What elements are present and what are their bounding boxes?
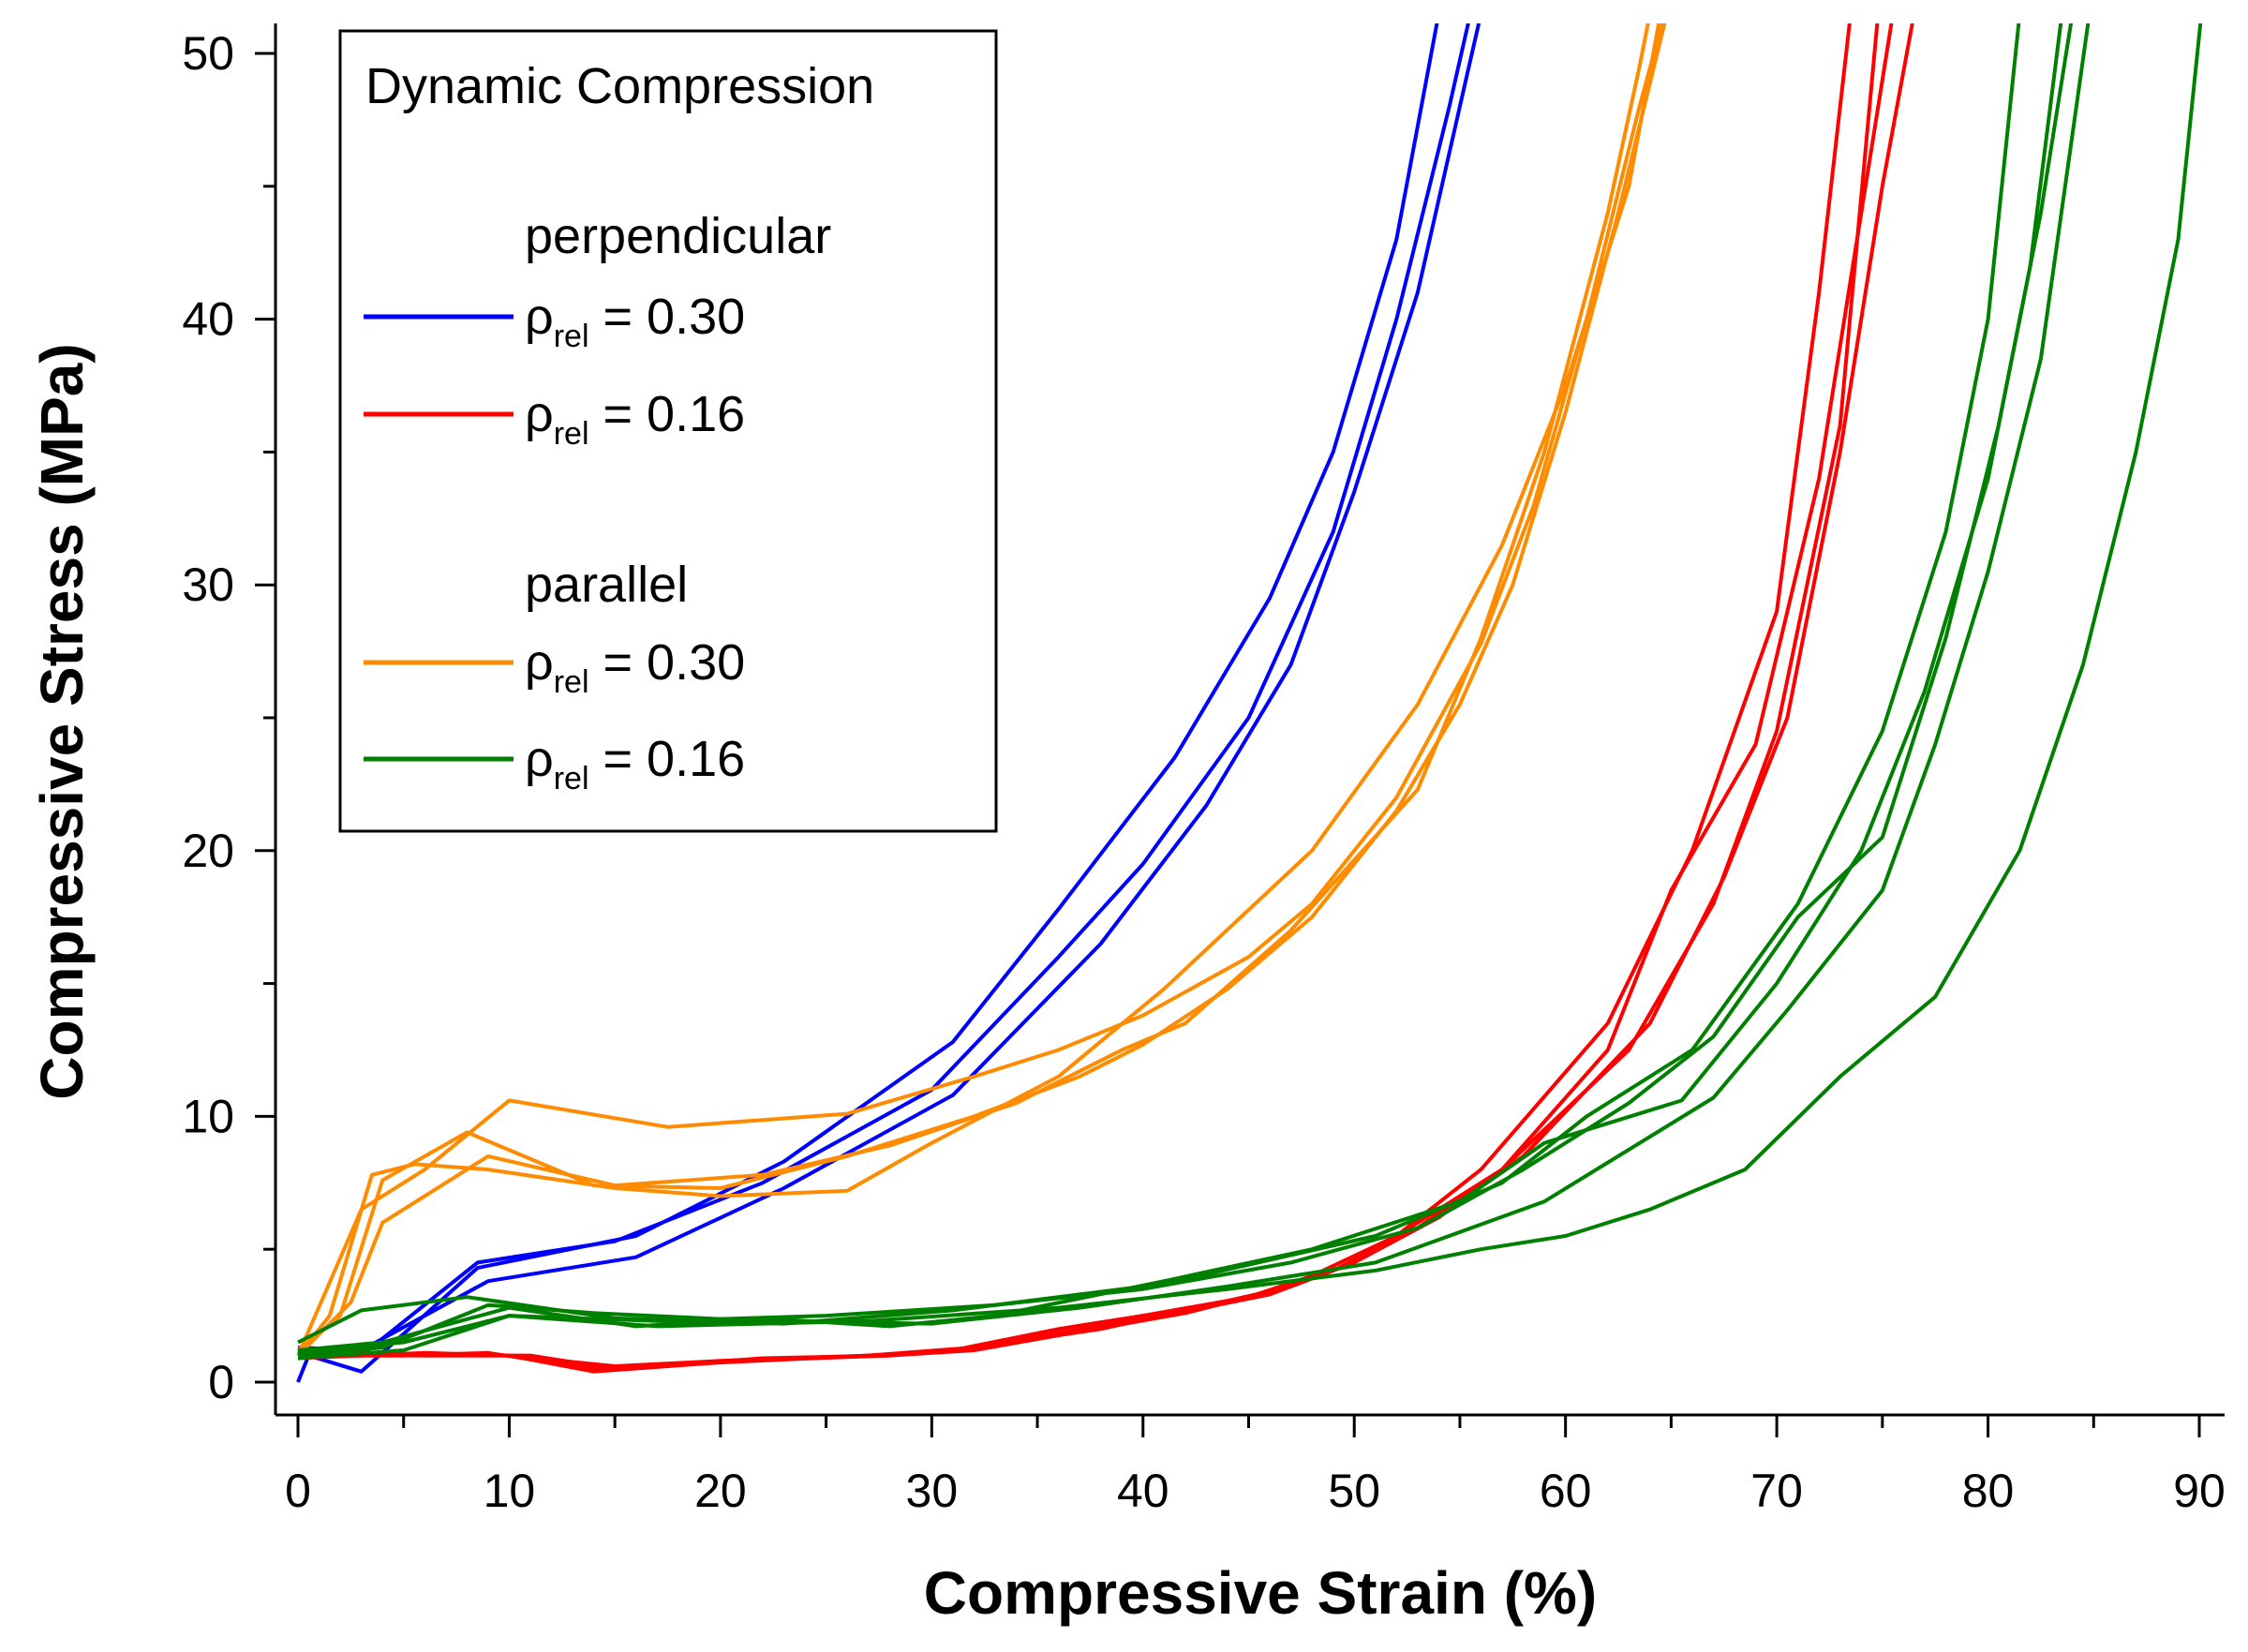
- legend-group-parallel: parallel: [525, 557, 688, 613]
- series-line-parallel-0-30-9: [296, 23, 1667, 1352]
- x-tick-label-10: 10: [484, 1465, 536, 1517]
- legend-label-perpendicular-030: ρrel = 0.30: [525, 289, 745, 354]
- y-tick-label-10: 10: [182, 1090, 234, 1142]
- x-tick-label-40: 40: [1117, 1465, 1169, 1517]
- y-tick-label-40: 40: [182, 293, 234, 346]
- legend-entry-perpendicular-016: ρrel = 0.16: [364, 386, 745, 452]
- legend-label-perpendicular-016: ρrel = 0.16: [525, 386, 745, 452]
- series-layer: [296, 23, 2203, 1383]
- x-tick-label-70: 70: [1750, 1465, 1803, 1517]
- legend-entry-parallel-030: ρrel = 0.30: [364, 634, 745, 700]
- legend: Dynamic Compression perpendicular ρrel =…: [338, 29, 998, 833]
- x-tick-label-20: 20: [694, 1465, 747, 1517]
- y-tick-label-50: 50: [182, 27, 234, 80]
- legend-entry-parallel-016: ρrel = 0.16: [364, 731, 745, 796]
- y-tick-label-0: 0: [208, 1356, 234, 1408]
- x-tick-label-90: 90: [2173, 1465, 2226, 1517]
- x-tick-label-80: 80: [1962, 1465, 2015, 1517]
- series-line-parallel-0-16-15: [297, 23, 2203, 1355]
- legend-group-perpendicular: perpendicular: [525, 208, 831, 264]
- legend-entry-perpendicular-030: ρrel = 0.30: [364, 289, 745, 354]
- y-tick-label-20: 20: [182, 825, 234, 877]
- x-tick-label-60: 60: [1540, 1465, 1592, 1517]
- legend-label-parallel-016: ρrel = 0.16: [525, 731, 745, 796]
- ticks-layer: 0 10 20 30 40 50 60 70 80 90 0 10 20 30 40 50: [182, 27, 2225, 1517]
- x-tick-label-50: 50: [1328, 1465, 1380, 1517]
- legend-title: Dynamic Compression: [365, 58, 874, 114]
- series-line-perpendicular-0-30-1: [297, 23, 1481, 1352]
- series-line-perpendicular-0-16-6: [298, 23, 1914, 1371]
- y-tick-label-30: 30: [182, 558, 234, 611]
- x-axis-title: Compressive Strain (%): [924, 1559, 1597, 1627]
- series-line-parallel-0-16-14: [297, 23, 2091, 1358]
- x-tick-label-30: 30: [906, 1465, 959, 1517]
- y-axis-title: Compressive Stress (MPa): [28, 343, 96, 1099]
- series-line-parallel-0-30-7: [296, 23, 1661, 1357]
- series-line-perpendicular-0-30-2: [297, 23, 1470, 1358]
- series-line-parallel-0-30-8: [296, 23, 1664, 1357]
- legend-box: [338, 29, 998, 833]
- legend-label-parallel-030: ρrel = 0.30: [525, 634, 745, 700]
- series-line-parallel-0-30-10: [296, 23, 1650, 1358]
- x-tick-label-0: 0: [285, 1465, 311, 1517]
- series-line-perpendicular-0-30-0: [296, 23, 1439, 1383]
- series-line-parallel-0-16-13: [297, 23, 2074, 1361]
